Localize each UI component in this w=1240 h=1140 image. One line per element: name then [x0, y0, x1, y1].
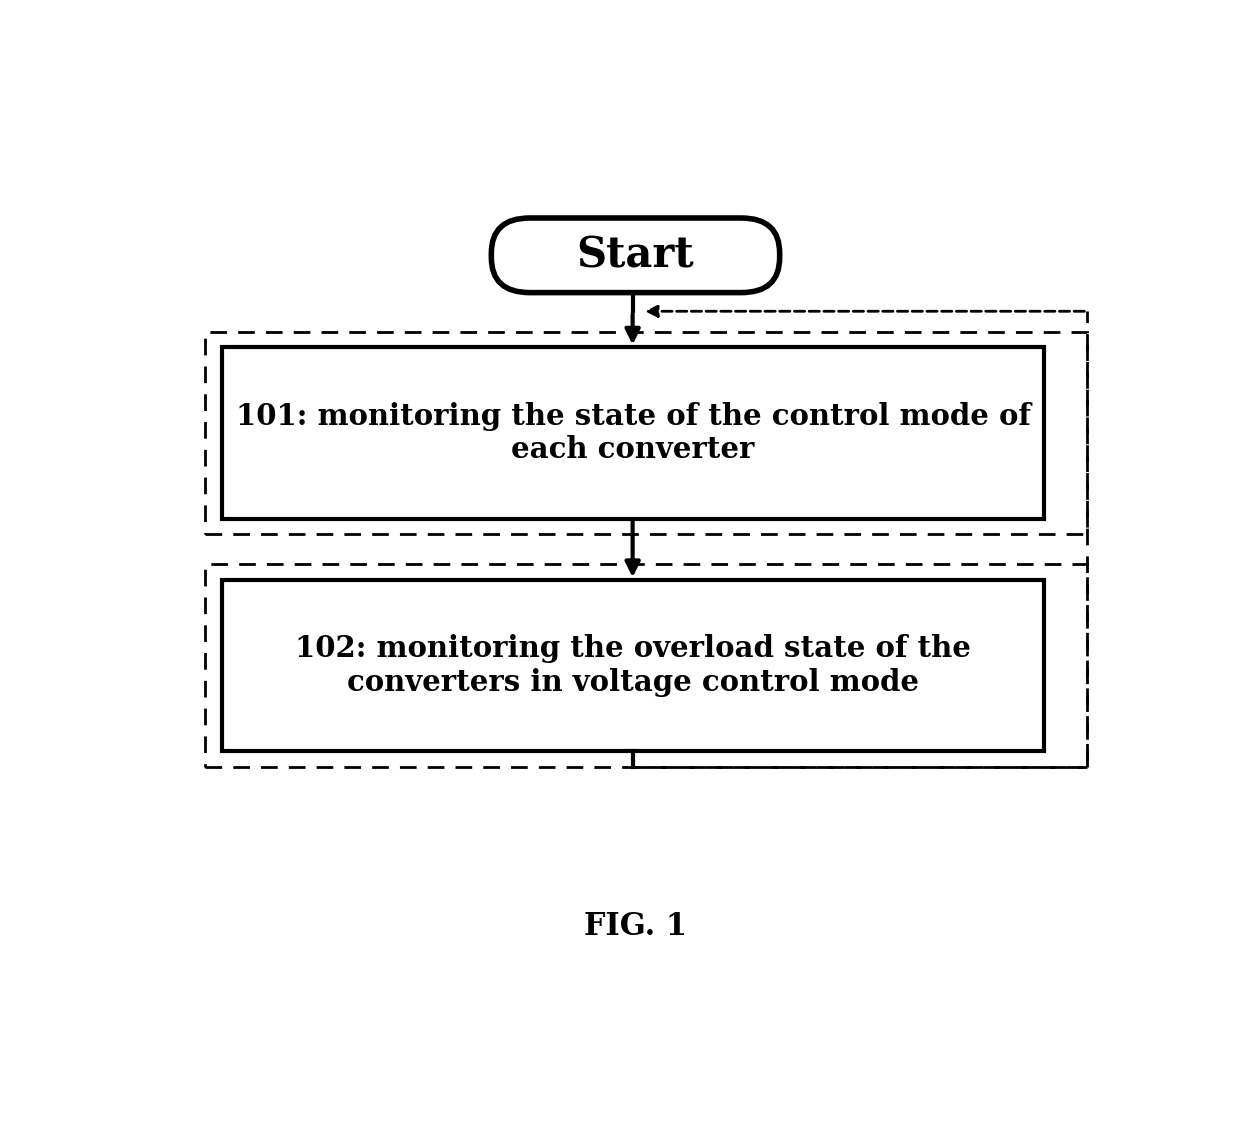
- Text: FIG. 1: FIG. 1: [584, 911, 687, 943]
- Text: 101: monitoring the state of the control mode of
each converter: 101: monitoring the state of the control…: [236, 401, 1030, 464]
- Bar: [222, 580, 1044, 751]
- Bar: [222, 348, 1044, 519]
- Bar: [205, 564, 1087, 767]
- Text: Start: Start: [577, 235, 694, 276]
- FancyBboxPatch shape: [491, 218, 780, 293]
- Bar: [205, 332, 1087, 535]
- Text: 102: monitoring the overload state of the
converters in voltage control mode: 102: monitoring the overload state of th…: [295, 634, 971, 697]
